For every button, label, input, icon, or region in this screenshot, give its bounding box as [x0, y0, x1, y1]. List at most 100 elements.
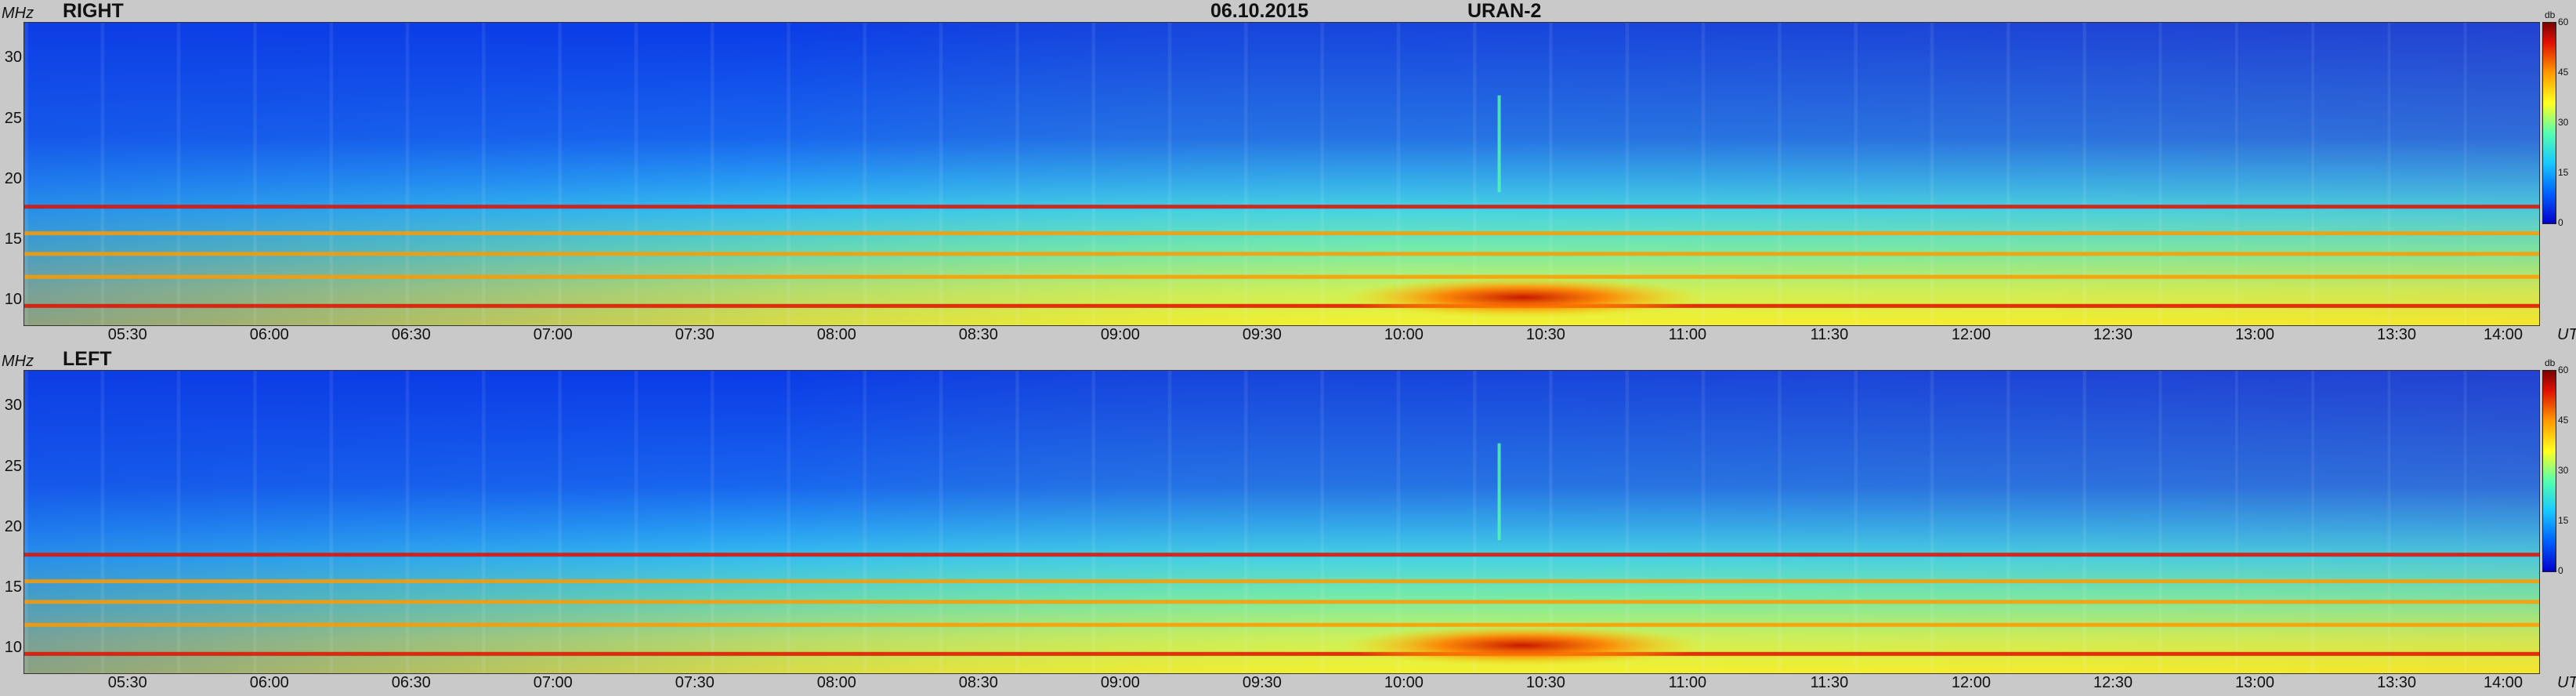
noise-stripe: [103, 23, 105, 325]
noise-stripe: [2465, 371, 2466, 673]
noise-stripe: [1321, 371, 1323, 673]
noise-stripe: [1016, 23, 1018, 325]
noise-stripe: [2311, 371, 2314, 673]
noise-stripe: [179, 371, 180, 673]
noise-stripe: [1167, 23, 1169, 325]
noise-stripe: [179, 371, 181, 673]
noise-stripe: [1549, 23, 1550, 325]
noise-stripe: [1245, 371, 1247, 673]
noise-stripe: [2387, 23, 2389, 325]
noise-stripe: [1702, 371, 1704, 673]
x-tick-label: 09:30: [1242, 674, 1282, 691]
noise-stripe: [331, 371, 332, 673]
noise-stripe: [1094, 23, 1096, 325]
noise-stripe: [2463, 371, 2466, 673]
x-tick-label: 11:00: [1668, 326, 1707, 343]
x-tick-label: 12:30: [2093, 674, 2133, 691]
noise-stripe: [942, 23, 943, 325]
noise-stripe: [1398, 23, 1399, 325]
x-tick-label: 07:30: [675, 674, 715, 691]
x-tick-label: 07:00: [533, 326, 573, 343]
noise-stripe: [1170, 371, 1171, 673]
noise-stripe: [635, 371, 637, 673]
noise-stripe: [863, 23, 865, 325]
noise-stripe: [1398, 371, 1399, 673]
noise-stripe: [1321, 23, 1322, 325]
noise-stripe: [939, 23, 941, 325]
noise-stripe: [1170, 371, 1172, 673]
noise-stripe: [26, 23, 28, 325]
noise-stripe: [787, 23, 788, 325]
x-tick-label: 13:30: [2376, 326, 2417, 343]
noise-stripe: [1550, 23, 1552, 325]
noise-stripe: [1474, 23, 1475, 325]
noise-stripe: [1015, 23, 1017, 325]
noise-stripe: [103, 371, 105, 673]
rfi-band: [24, 274, 2539, 279]
noise-stripe: [2389, 23, 2390, 325]
y-unit-label: MHz: [2, 5, 34, 22]
rfi-band: [24, 600, 2539, 604]
noise-stripe: [407, 23, 408, 325]
noise-stripe: [176, 371, 179, 673]
noise-stripe: [1246, 371, 1247, 673]
noise-stripe: [1550, 23, 1553, 325]
x-tick-label: 11:00: [1668, 674, 1707, 691]
rfi-band: [24, 231, 2539, 236]
x-unit-label: UT: [2557, 326, 2576, 343]
spectrogram-right: [24, 22, 2540, 326]
noise-stripe: [1777, 23, 1779, 325]
noise-stripe: [713, 23, 715, 325]
noise-stripe: [2160, 371, 2162, 673]
noise-stripe: [1626, 23, 1628, 325]
noise-stripe: [1778, 23, 1781, 325]
noise-stripe: [178, 23, 179, 325]
noise-stripe: [2006, 371, 2009, 673]
noise-stripe: [1702, 23, 1704, 325]
noise-stripe: [255, 371, 257, 673]
colorbar-right: [2542, 22, 2556, 224]
noise-stripe: [1093, 371, 1094, 673]
x-tick-label: 09:00: [1100, 674, 1140, 691]
noise-stripe: [100, 23, 102, 325]
noise-stripe: [1627, 23, 1629, 325]
noise-stripe: [25, 23, 27, 325]
x-tick-label: 09:30: [1242, 326, 1282, 343]
x-tick-label: 09:00: [1100, 326, 1140, 343]
noise-stripe: [253, 371, 255, 673]
noise-stripe: [864, 23, 866, 325]
noise-stripe: [253, 23, 255, 325]
noise-stripe: [1704, 371, 1706, 673]
noise-stripe: [331, 371, 334, 673]
x-tick-label: 08:00: [816, 326, 856, 343]
noise-stripe: [1551, 371, 1554, 673]
noise-stripe: [1932, 23, 1934, 325]
noise-stripe: [408, 23, 410, 325]
x-tick-label: 14:00: [2483, 326, 2524, 343]
noise-stripe: [635, 23, 636, 325]
noise-stripe: [560, 23, 563, 325]
noise-stripe: [330, 23, 331, 325]
noise-stripe: [1780, 371, 1782, 673]
noise-stripe: [1549, 371, 1550, 673]
noise-stripe: [255, 23, 257, 325]
noise-stripe: [1397, 371, 1398, 673]
colorbar-tick-label: 0: [2558, 565, 2563, 576]
noise-stripe: [2237, 23, 2238, 325]
noise-stripe: [2083, 371, 2086, 673]
noise-stripe: [2466, 23, 2467, 325]
noise-stripe: [1930, 23, 1931, 325]
noise-stripe: [941, 23, 942, 325]
noise-stripe: [712, 23, 714, 325]
noise-stripe: [2466, 371, 2467, 673]
spectrogram-left-plot: [24, 371, 2539, 673]
noise-stripe: [711, 23, 713, 325]
x-tick-label: 12:00: [1951, 674, 1991, 691]
noise-stripe: [1321, 371, 1322, 673]
noise-stripe: [2083, 23, 2086, 325]
noise-stripe: [329, 371, 331, 673]
noise-stripe: [1322, 23, 1324, 325]
noise-stripe: [787, 371, 788, 673]
noise-stripe: [1856, 23, 1858, 325]
noise-stripe: [637, 23, 639, 325]
